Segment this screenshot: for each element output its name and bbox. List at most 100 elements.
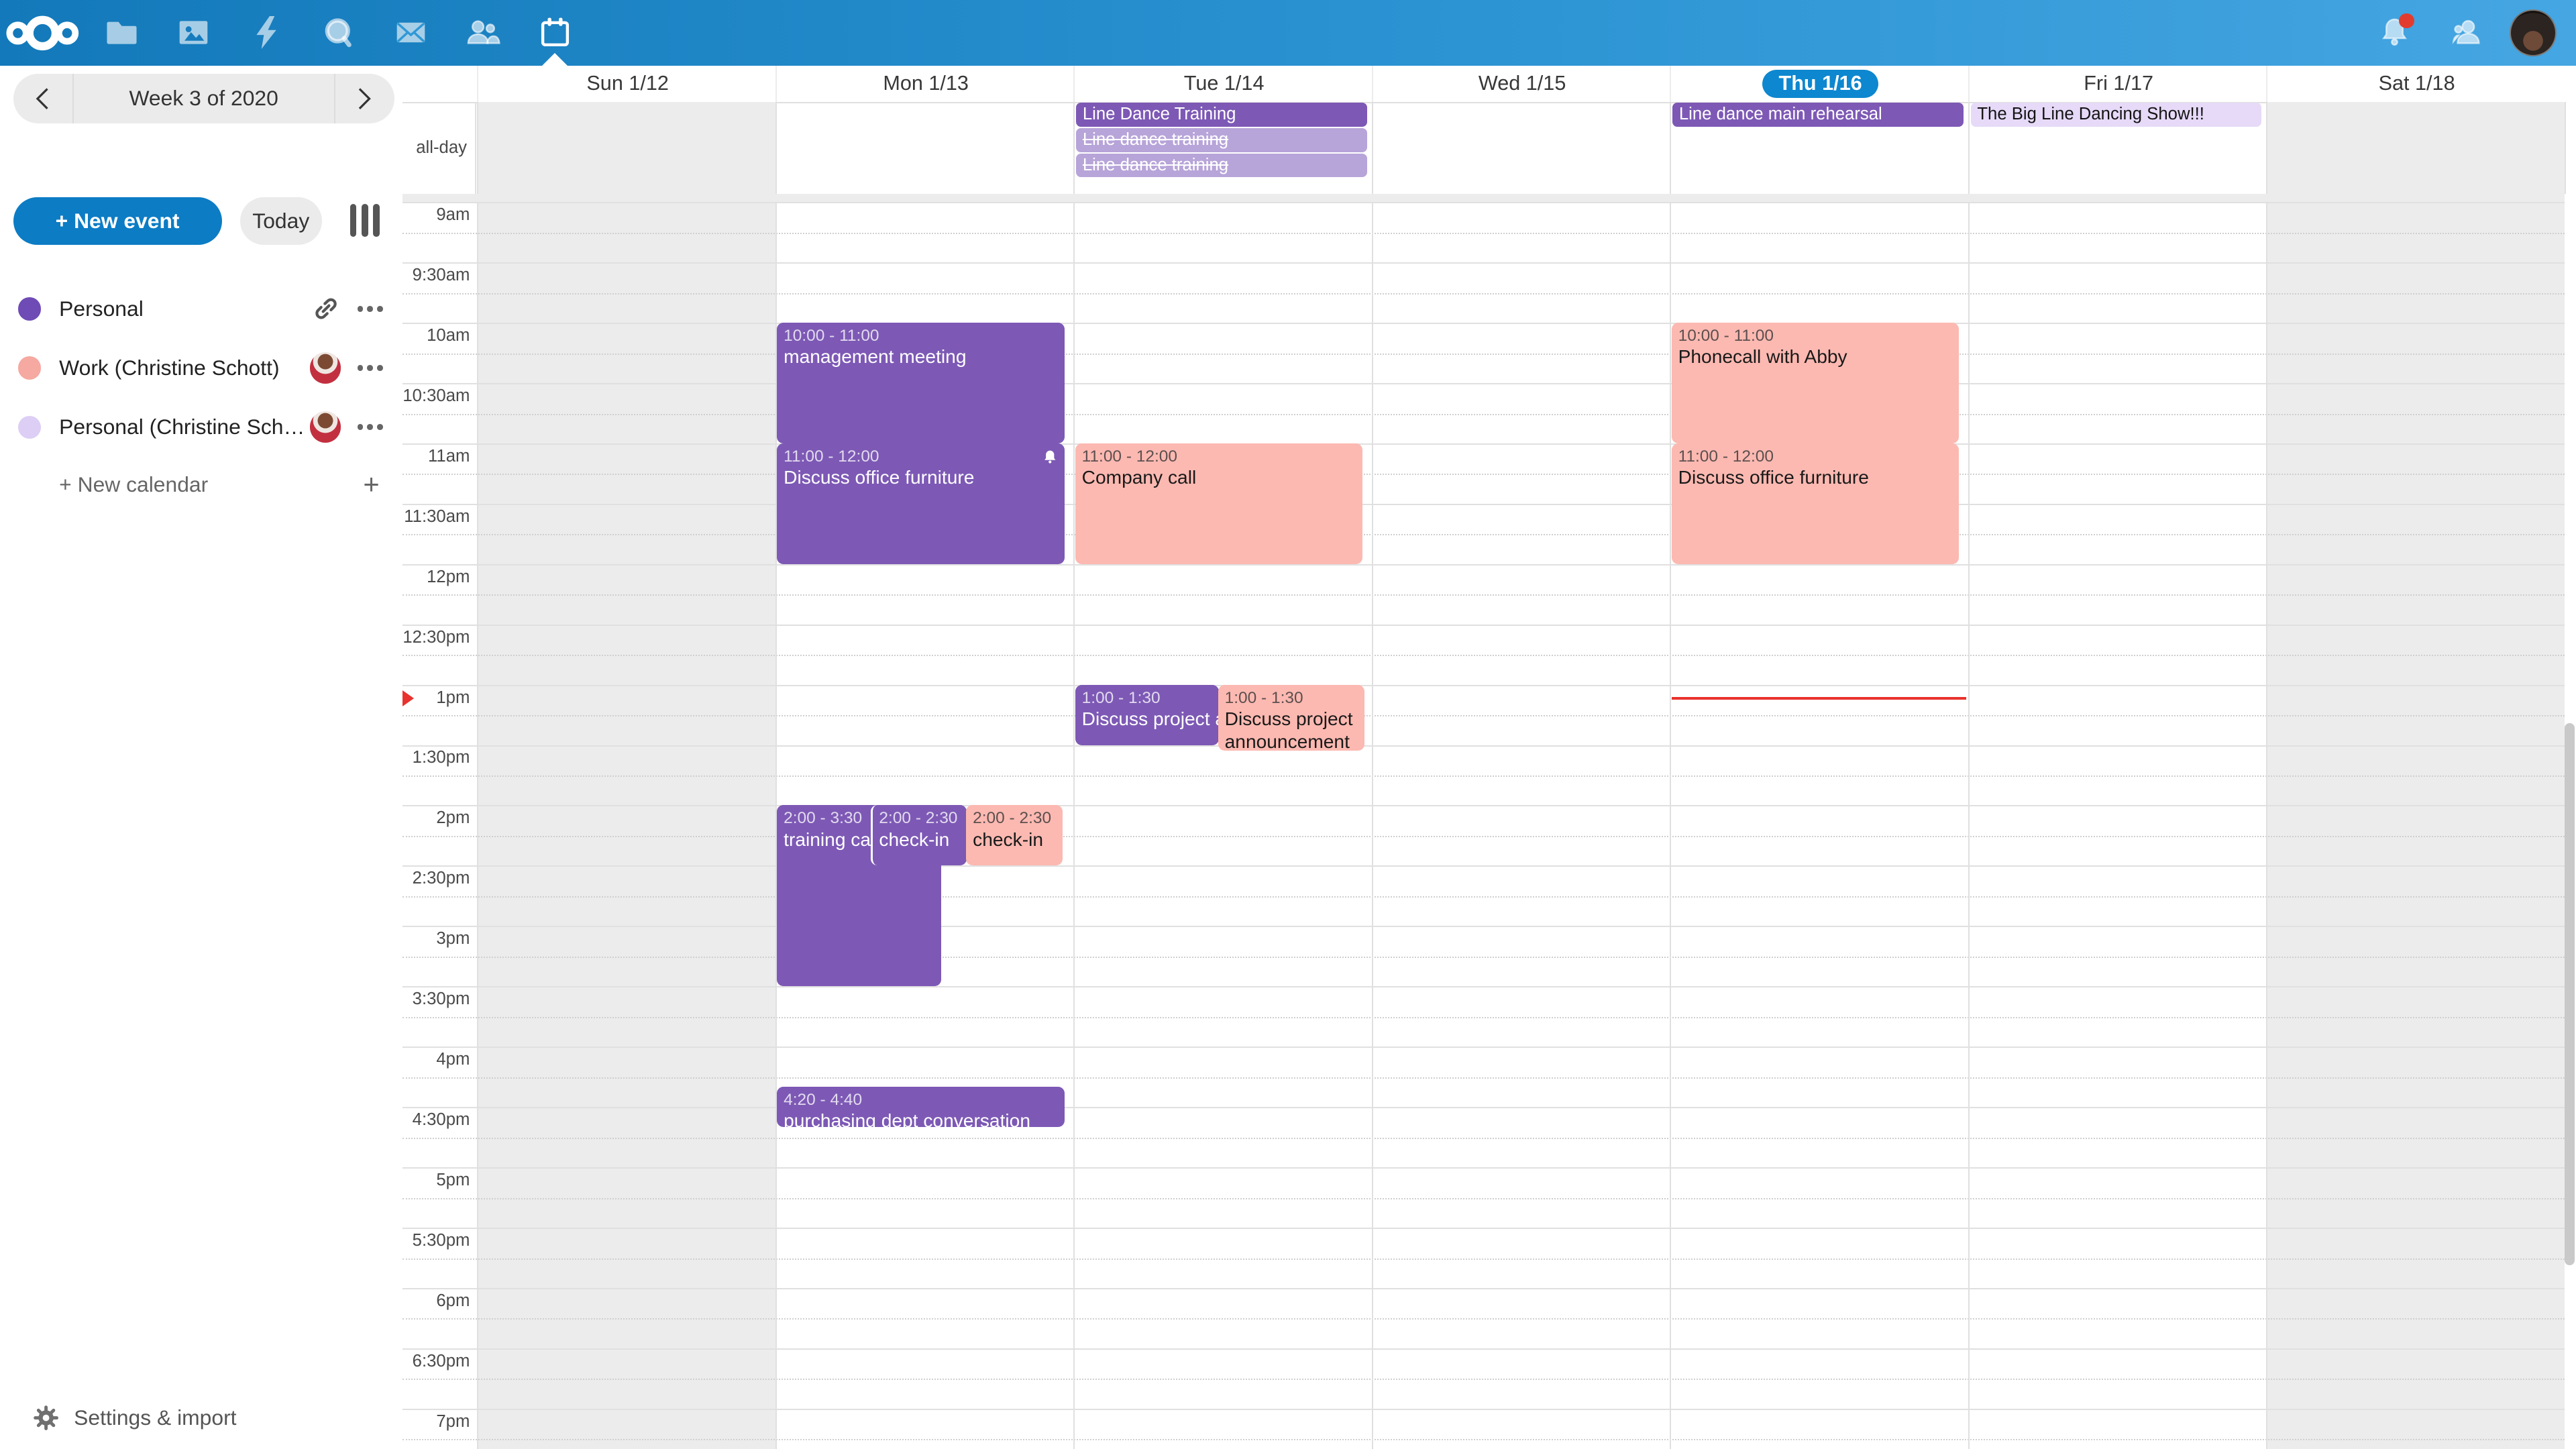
- vertical-scrollbar[interactable]: [2564, 722, 2575, 1265]
- files-icon[interactable]: [85, 0, 158, 66]
- time-label: 3:30pm: [412, 989, 470, 1009]
- allday-event[interactable]: The Big Line Dancing Show!!!: [1970, 103, 2262, 127]
- event[interactable]: 10:00 - 11:00 Phonecall with Abby: [1671, 323, 1960, 443]
- time-label: 6pm: [436, 1291, 470, 1310]
- day-header[interactable]: Sun 1/12: [477, 65, 776, 102]
- photos-icon[interactable]: [158, 0, 230, 66]
- time-label: 2pm: [436, 808, 470, 828]
- next-week-button[interactable]: [335, 74, 394, 123]
- time-grid: 9am 9:30am 10am 10:30am 11am 11:30am 12pm 12:30…: [402, 202, 2565, 1449]
- new-calendar-button[interactable]: + New calendar +: [59, 468, 380, 500]
- day-header[interactable]: Wed 1/15: [1371, 65, 1671, 102]
- time-label: 9am: [436, 205, 470, 225]
- allday-event[interactable]: Line dance main rehearsal: [1672, 103, 1964, 127]
- mail-icon[interactable]: [374, 0, 447, 66]
- day-header[interactable]: Thu 1/16: [1670, 65, 1969, 102]
- new-event-button[interactable]: + New event: [13, 197, 222, 245]
- day-header[interactable]: Fri 1/17: [1968, 65, 2267, 102]
- weekend-shading: [477, 101, 775, 194]
- allday-event[interactable]: Line dance training: [1076, 128, 1367, 152]
- event[interactable]: 10:00 - 11:00 management meeting: [777, 323, 1065, 443]
- allday-event[interactable]: Line dance training: [1076, 153, 1367, 178]
- time-label: 12:30pm: [402, 627, 470, 647]
- gear-icon: [34, 1405, 58, 1430]
- event[interactable]: 4:20 - 4:40 purchasing dept conversation: [777, 1087, 1065, 1128]
- calendar-week-view: Sun 1/12 Mon 1/13 Tue 1/14 Wed 1/15 Thu 1/16…: [402, 65, 2576, 1449]
- allday-label: all-day: [402, 101, 477, 194]
- notifications-bell-icon[interactable]: [2365, 0, 2424, 66]
- plus-icon: +: [363, 468, 380, 500]
- current-time-arrow-icon: [402, 690, 414, 706]
- weekend-shading: [477, 202, 775, 1449]
- view-switcher-icon[interactable]: [348, 203, 381, 237]
- user-avatar[interactable]: [2509, 9, 2557, 57]
- previous-week-button[interactable]: [13, 74, 72, 123]
- shared-by-avatar: [309, 352, 341, 384]
- event[interactable]: 11:00 - 12:00 Company call: [1075, 443, 1363, 564]
- calendar-actions-icon[interactable]: [357, 424, 383, 430]
- event[interactable]: 2:00 - 2:30 check-in: [966, 805, 1063, 866]
- allday-section: all-day Line Dance Training Line dance tr…: [402, 101, 2566, 194]
- event[interactable]: 2:00 - 2:30 check-in: [870, 805, 967, 866]
- notification-badge: [2399, 13, 2414, 28]
- settings-import-button[interactable]: Settings & import: [0, 1393, 402, 1442]
- allday-event[interactable]: Line Dance Training: [1076, 103, 1367, 127]
- time-label: 3pm: [436, 929, 470, 949]
- contacts-icon[interactable]: [447, 0, 519, 66]
- calendar-icon[interactable]: [519, 0, 592, 66]
- calendar-list-item[interactable]: Work (Christine Schott): [0, 338, 402, 397]
- time-label: 10am: [427, 325, 470, 345]
- top-navbar: [0, 0, 2576, 66]
- day-header[interactable]: Tue 1/14: [1073, 65, 1373, 102]
- time-label: 5:30pm: [412, 1230, 470, 1250]
- time-label: 9:30am: [412, 266, 470, 285]
- time-label: 5pm: [436, 1170, 470, 1189]
- time-label: 12pm: [427, 567, 470, 586]
- calendar-name: Personal (Christine Scho…: [59, 415, 310, 439]
- event[interactable]: 11:00 - 12:00 Discuss office furniture: [1671, 443, 1960, 564]
- time-label: 1:30pm: [412, 748, 470, 767]
- calendar-actions-icon[interactable]: [357, 365, 383, 371]
- calendar-actions-icon[interactable]: [357, 306, 383, 312]
- calendar-name: Personal: [59, 296, 144, 321]
- week-navigation: Week 3 of 2020: [13, 74, 394, 123]
- weekend-shading: [2266, 101, 2565, 194]
- time-label: 1pm: [436, 688, 470, 707]
- today-button[interactable]: Today: [239, 197, 322, 245]
- event[interactable]: 11:00 - 12:00 Discuss office furniture: [777, 443, 1065, 564]
- time-label: 11:30am: [404, 506, 470, 526]
- active-app-indicator: [542, 53, 568, 66]
- time-label: 7pm: [436, 1411, 470, 1431]
- nextcloud-logo[interactable]: [0, 13, 85, 53]
- calendar-color-dot: [17, 297, 42, 321]
- time-label: 10:30am: [402, 386, 470, 405]
- time-label: 2:30pm: [412, 869, 470, 888]
- shared-by-avatar: [309, 411, 341, 443]
- calendar-color-dot: [17, 356, 42, 380]
- time-label: 11am: [428, 446, 470, 466]
- weekend-shading: [2266, 202, 2565, 1449]
- calendar-color-dot: [17, 415, 42, 439]
- week-title[interactable]: Week 3 of 2020: [72, 74, 335, 123]
- time-label: 4pm: [436, 1050, 470, 1069]
- current-time-line: [1671, 696, 1967, 700]
- day-header[interactable]: Mon 1/13: [775, 65, 1075, 102]
- user-status-icon[interactable]: [2437, 0, 2496, 66]
- calendar-name: Work (Christine Schott): [59, 356, 280, 380]
- day-header-row: Sun 1/12 Mon 1/13 Tue 1/14 Wed 1/15 Thu 1/16…: [402, 65, 2565, 103]
- calendar-list-item[interactable]: Personal (Christine Scho…: [0, 398, 402, 457]
- day-header[interactable]: Sat 1/18: [2266, 65, 2565, 102]
- calendar-sidebar: Week 3 of 2020 + New event Today Persona…: [0, 65, 402, 1449]
- time-label: 6:30pm: [412, 1351, 470, 1371]
- calendar-list-item[interactable]: Personal: [0, 279, 402, 338]
- allday-grid-divider: [402, 193, 2565, 203]
- alarm-bell-icon: [1044, 450, 1055, 464]
- time-label: 4:30pm: [412, 1110, 470, 1129]
- activity-icon[interactable]: [230, 0, 303, 66]
- share-link-icon[interactable]: [311, 294, 341, 323]
- today-date-pill: Thu 1/16: [1762, 69, 1879, 99]
- talk-icon[interactable]: [303, 0, 375, 66]
